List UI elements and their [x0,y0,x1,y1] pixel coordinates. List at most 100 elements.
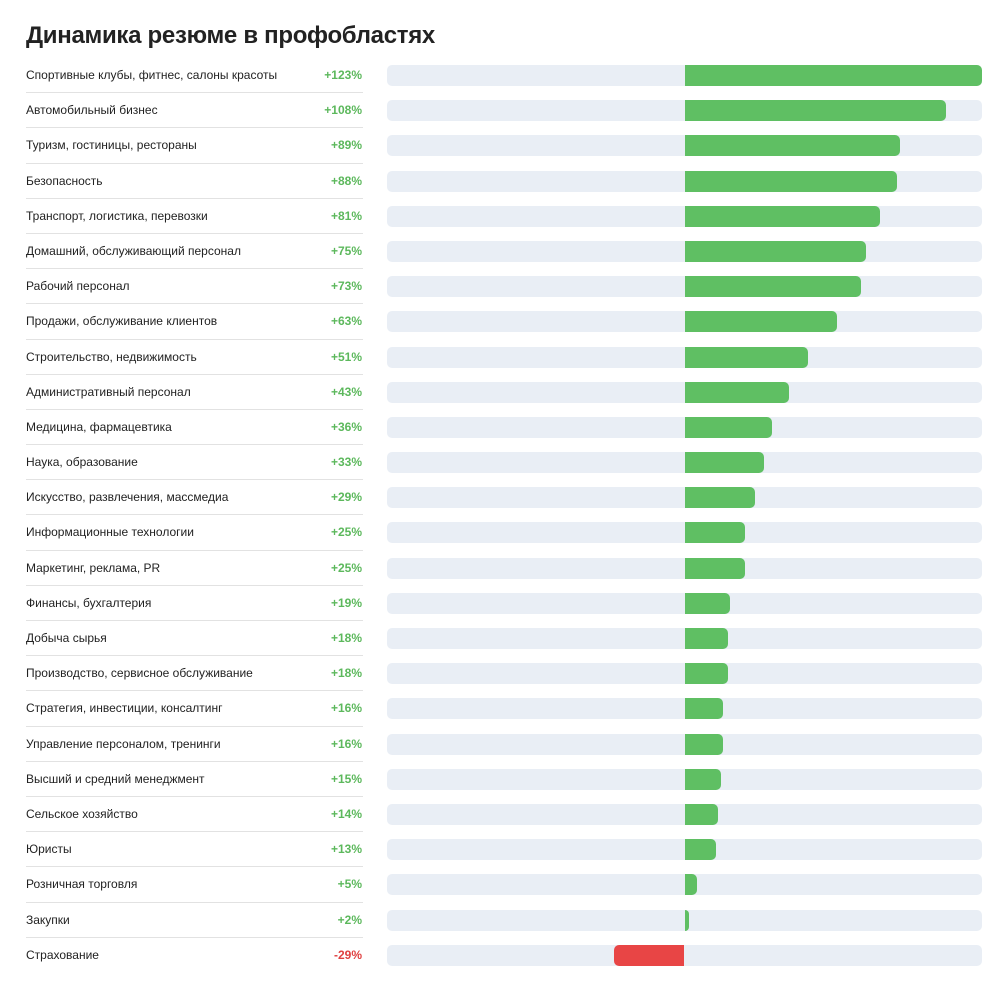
chart-row: Медицина, фармацевтика +36% [0,410,1007,446]
bar [684,135,900,157]
row-divider [26,479,363,481]
bar [684,628,729,649]
chart-row: Юристы +13% [0,832,1007,868]
category-label: Юристы [26,842,72,857]
row-divider [26,760,363,762]
value-label: +89% [330,138,362,153]
category-label: Информационные технологии [26,525,194,540]
row-divider [26,127,363,129]
value-label: +25% [330,525,362,540]
chart-row: Спортивные клубы, фитнес, салоны красоты… [0,58,1007,94]
bar [684,698,724,720]
value-label: +33% [330,455,362,470]
category-label: Маркетинг, реклама, PR [26,560,161,575]
chart-row: Туризм, гостиницы, рестораны +89% [0,128,1007,164]
row-divider [26,268,363,270]
category-label: Наука, образование [26,455,138,470]
row-divider [26,338,363,340]
value-label: +51% [330,349,362,364]
category-label: Розничная торговля [26,877,138,892]
value-label: +18% [330,631,362,645]
row-divider [26,373,363,375]
value-label: +13% [330,842,362,857]
chart-title: Динамика резюме в профобластях [26,22,435,49]
value-label: +108% [324,103,362,118]
chart-row: Страхование -29% [0,938,1007,973]
category-label: Административный персонал [26,384,191,399]
category-label: Медицина, фармацевтика [26,419,172,434]
category-label: Управление персоналом, тренинги [26,736,221,751]
row-divider [26,584,363,586]
value-label: +16% [330,736,362,751]
value-label: +2% [337,912,362,927]
bar [684,205,881,227]
bar [684,874,697,896]
chart-row: Автомобильный бизнес +108% [0,93,1007,129]
bar [684,276,862,298]
bar [684,909,690,931]
chart-row: Продажи, обслуживание клиентов +63% [0,304,1007,340]
bar [684,100,946,122]
chart-row: Административный персонал +43% [0,375,1007,410]
chart-row: Финансы, бухгалтерия +19% [0,586,1007,621]
row-divider [26,92,363,94]
bar [684,65,982,86]
bar [684,839,716,861]
row-divider [26,549,363,551]
bar [684,240,866,262]
row-divider [26,655,363,657]
value-label: +19% [330,595,362,610]
bar [684,733,724,755]
category-label: Автомобильный бизнес [26,103,158,118]
chart-row: Закупки +2% [0,903,1007,938]
value-label: +88% [330,173,362,188]
row-divider [26,725,363,727]
value-label: -29% [333,947,362,962]
category-label: Добыча сырья [26,631,107,645]
value-label: +25% [330,560,362,575]
bar [684,592,731,614]
category-label: Продажи, обслуживание клиентов [26,314,218,329]
value-label: +63% [330,314,362,329]
category-label: Страхование [26,947,99,962]
bar [684,170,898,192]
chart-row: Домашний, обслуживающий персонал +75% [0,234,1007,270]
row-divider [26,408,363,410]
bar [684,522,745,544]
category-label: Домашний, обслуживающий персонал [26,243,241,258]
category-label: Закупки [26,912,70,927]
row-divider [26,901,363,903]
bar [684,487,755,509]
bar [684,663,729,685]
chart-row: Производство, сервисное обслуживание +18% [0,656,1007,692]
bar [684,416,772,438]
category-label: Стратегия, инвестиции, консалтинг [26,701,223,716]
bar [684,346,808,368]
row-divider [26,514,363,516]
row-divider [26,303,363,305]
chart-rows: Спортивные клубы, фитнес, салоны красоты… [0,58,1007,973]
bar [684,557,745,579]
row-divider [26,162,363,164]
bar [684,768,721,790]
chart-row: Искусство, развлечения, массмедиа +29% [0,480,1007,516]
category-label: Высший и средний менеджмент [26,771,205,786]
bar [614,944,685,966]
row-divider [26,831,363,833]
chart-row: Стратегия, инвестиции, консалтинг +16% [0,691,1007,727]
category-label: Туризм, гостиницы, рестораны [26,138,197,153]
row-divider [26,795,363,797]
value-label: +16% [330,701,362,716]
category-label: Искусство, развлечения, массмедиа [26,490,229,505]
bar [684,381,789,403]
row-divider [26,690,363,692]
row-divider [26,620,363,621]
row-divider [26,866,363,868]
chart-row: Добыча сырья +18% [0,621,1007,657]
chart-row: Маркетинг, реклама, PR +25% [0,551,1007,586]
category-label: Финансы, бухгалтерия [26,595,152,610]
value-label: +14% [330,806,362,821]
chart-row: Наука, образование +33% [0,445,1007,481]
bar [684,452,765,474]
